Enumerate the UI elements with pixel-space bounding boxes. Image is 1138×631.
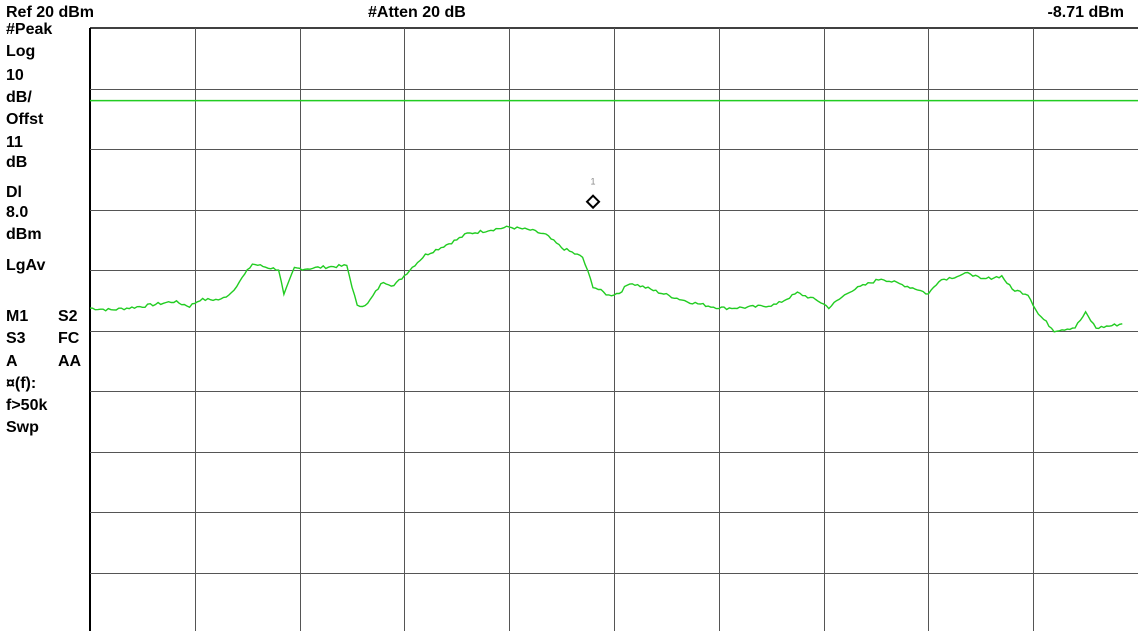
averaging-mode: LgAv [6,257,46,274]
trace-indicator-fc: FC [58,330,80,347]
offset-label: Offst [6,111,44,128]
trace-indicator-m1: M1 [6,308,29,325]
attenuation: #Atten 20 dB [368,4,466,21]
marker-label: 1 [591,177,596,187]
scale-type: Log [6,43,36,60]
scale-unit: dB/ [6,89,32,106]
spectrum-trace [89,225,1123,333]
marker-diamond [585,194,601,210]
trace-indicator-a: A [6,353,18,370]
marker-readout: -8.71 dBm [1047,4,1124,21]
plot-grid [89,27,1138,631]
frequency-note: f>50k [6,397,48,414]
trace-indicator-aa: AA [58,353,82,370]
correction-indicator: ¤(f): [6,375,37,392]
trace-indicator-s3: S3 [6,330,26,347]
display-line-unit: dBm [6,226,42,243]
sweep-indicator: Swp [6,419,39,436]
scale-value: 10 [6,67,24,84]
offset-unit: dB [6,154,28,171]
offset-value: 11 [6,134,23,151]
display-line-value: 8.0 [6,204,29,221]
reference-level: Ref 20 dBm [6,4,95,21]
display-line-label: Dl [6,184,22,201]
detector-mode: #Peak [6,21,53,38]
trace-indicator-s2: S2 [58,308,78,325]
